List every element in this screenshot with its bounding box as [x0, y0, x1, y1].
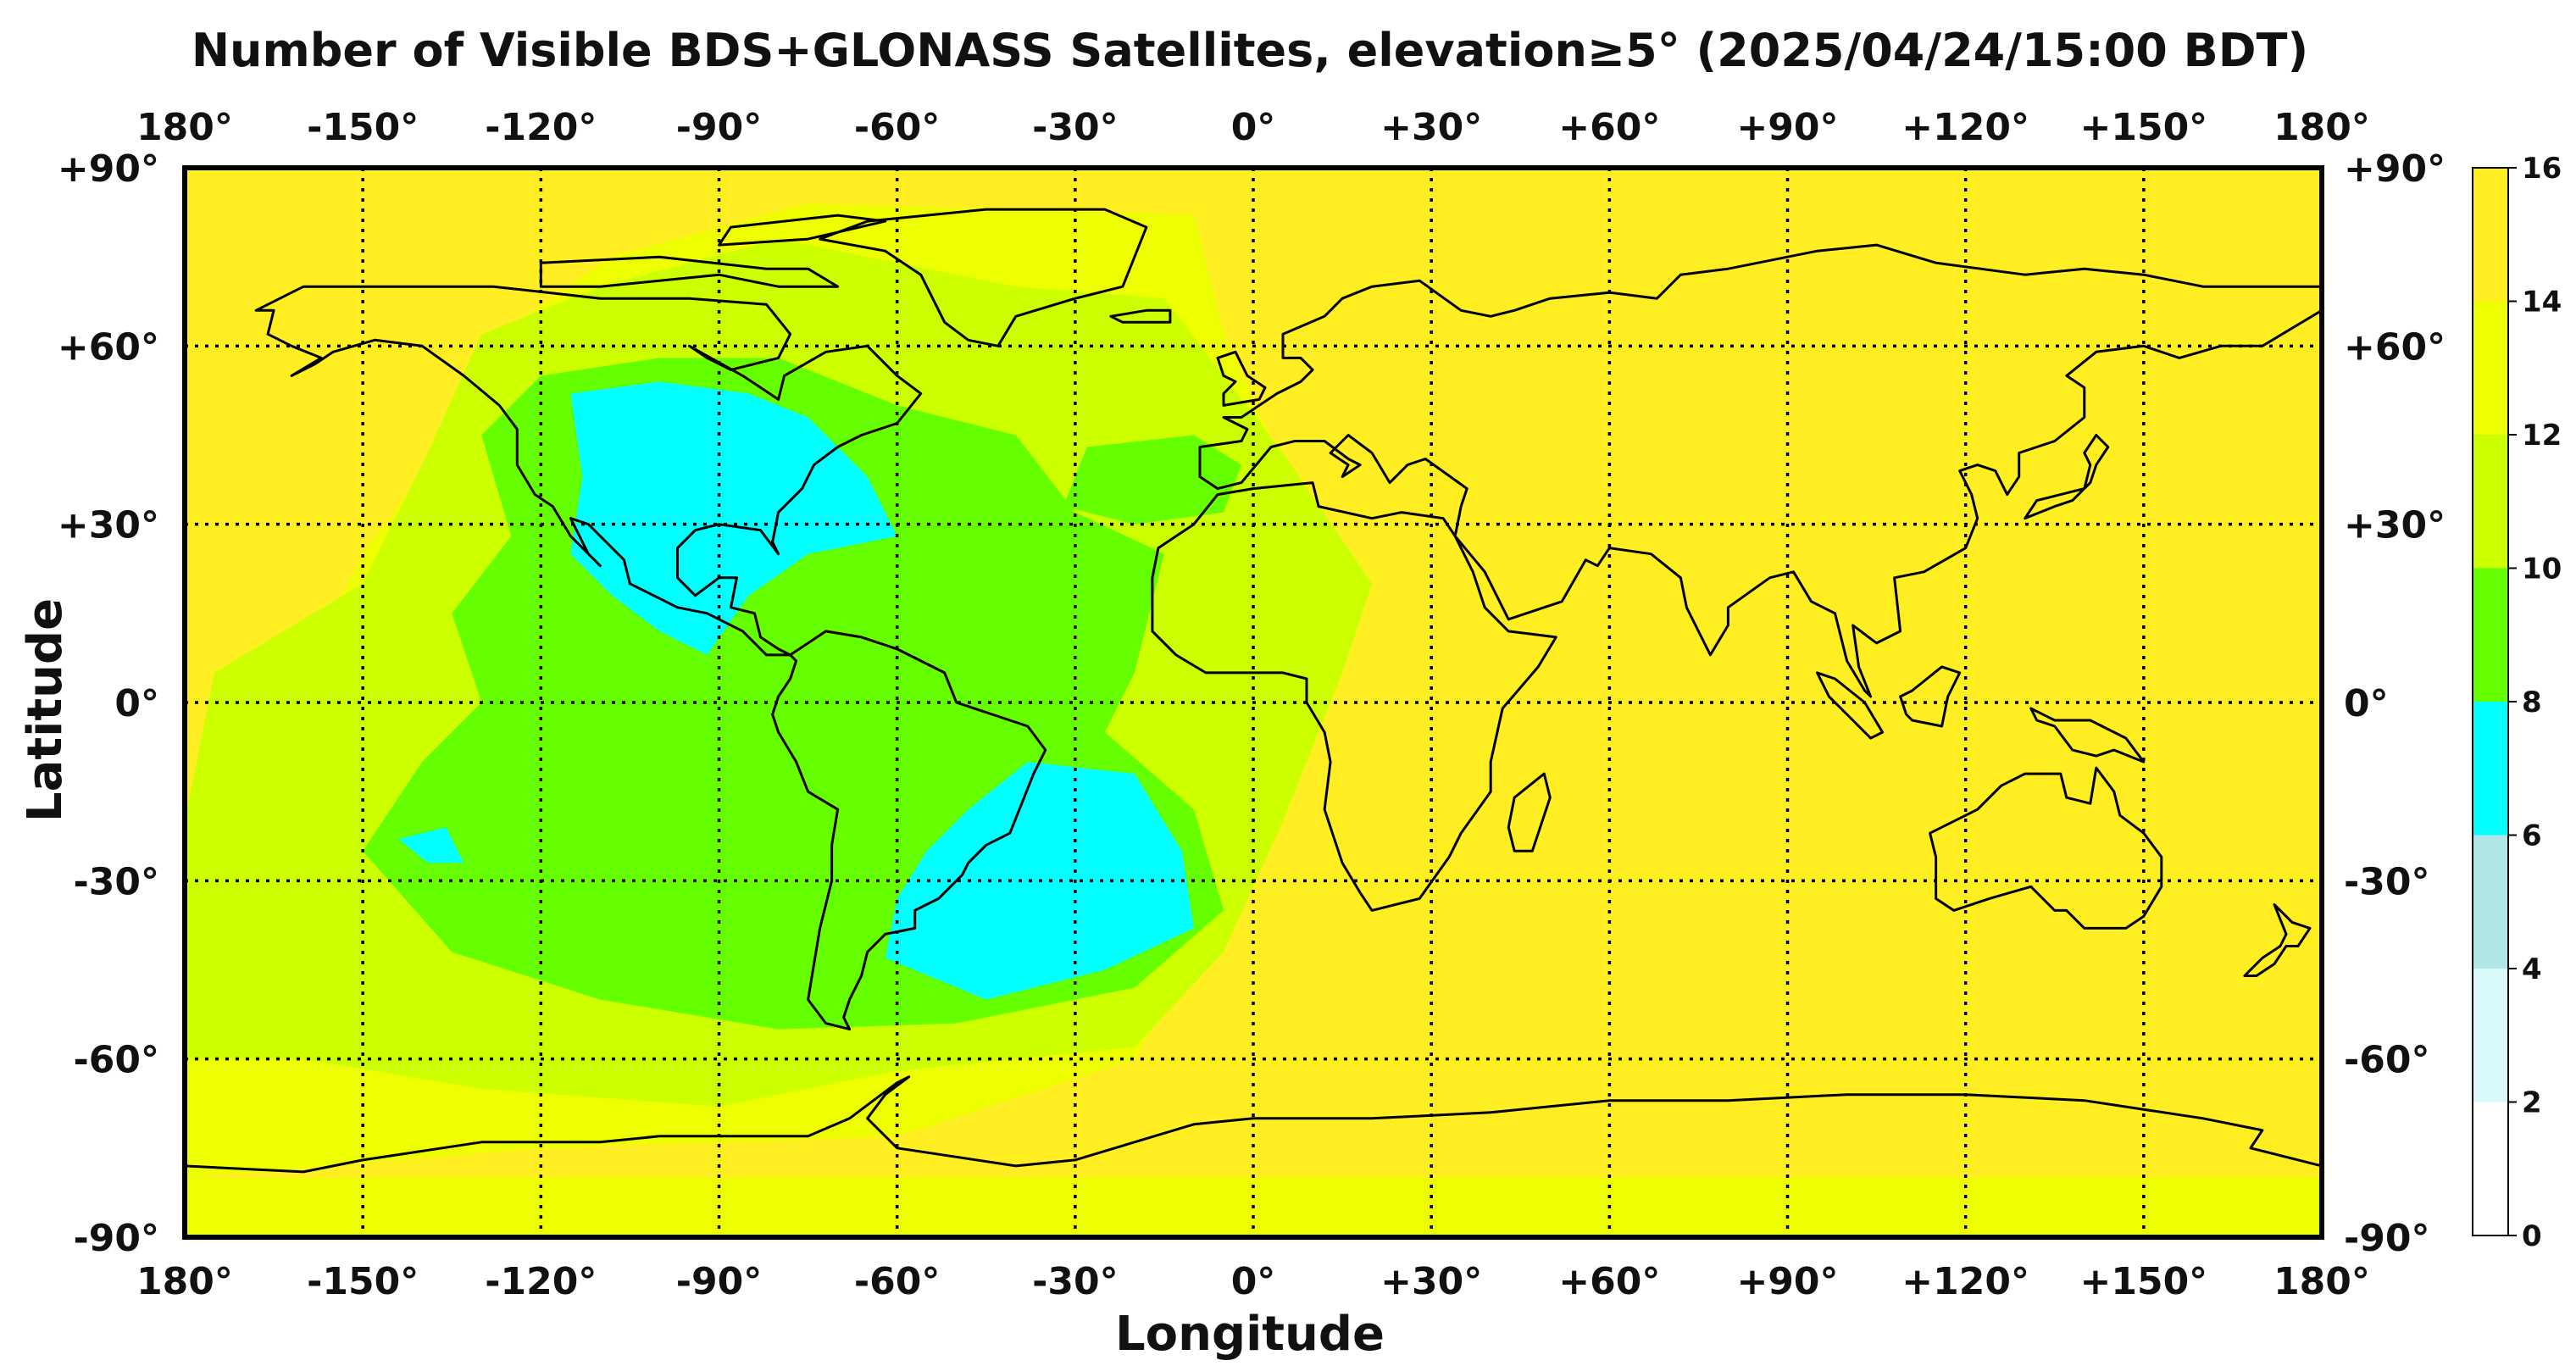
longitude-tick-label: +30°	[1380, 106, 1482, 149]
latitude-tick-label: +90°	[2344, 147, 2446, 191]
coast-sumatra	[1816, 671, 1885, 740]
latitude-tick-label: +90°	[58, 147, 159, 191]
colorbar-tick-label: 16	[2522, 152, 2562, 186]
longitude-ticks-top: 180° -150° -120° -90° -60° -30° 0° +30° +60° +90°…	[136, 106, 2370, 149]
longitude-tick-label: -60°	[854, 1260, 941, 1303]
map-frame	[182, 165, 2324, 1240]
latitude-tick-label: +60°	[2344, 325, 2446, 369]
colorbar-tick-label: 6	[2522, 819, 2542, 853]
coast-africa	[1151, 481, 1557, 912]
longitude-tick-label: +60°	[1558, 106, 1660, 149]
latitude-tick-label: +30°	[2344, 504, 2446, 547]
coast-south-america	[771, 630, 1047, 1031]
y-axis-label: Latitude	[18, 598, 73, 822]
colorbar-segment	[2473, 435, 2508, 569]
latitude-tick-label: +30°	[58, 504, 159, 547]
visibility-field	[185, 203, 2322, 1237]
coastlines	[183, 208, 2323, 1174]
colorbar-segment	[2473, 568, 2508, 702]
coast-arctic-islands	[539, 255, 840, 288]
colorbar-tick-label: 4	[2522, 952, 2542, 986]
coast-antarctica	[183, 1075, 2323, 1174]
colorbar-tick-label: 12	[2522, 419, 2562, 453]
colorbar-tick-label: 10	[2522, 553, 2562, 586]
latitude-tick-label: 0°	[114, 682, 159, 725]
colorbar-segment	[2473, 835, 2508, 969]
longitude-tick-label: 0°	[1231, 106, 1276, 149]
coast-britain	[1216, 350, 1267, 407]
latitude-tick-label: -60°	[74, 1039, 160, 1082]
longitude-tick-label: 180°	[2273, 1260, 2370, 1303]
longitude-tick-label: +90°	[1736, 106, 1838, 149]
latitude-tick-label: -30°	[74, 860, 160, 903]
north-atlantic-low-patch	[1063, 435, 1241, 525]
coast-japan	[2024, 434, 2110, 520]
colorbar-segment	[2473, 702, 2508, 836]
latitude-tick-label: -90°	[74, 1217, 160, 1260]
colorbar: 0 2 4 6 8 10 12 14 16	[2472, 152, 2562, 1253]
longitude-tick-label: 180°	[136, 106, 233, 149]
colorbar-tick-label: 14	[2522, 286, 2562, 319]
latitude-tick-label: 0°	[2344, 682, 2389, 725]
longitude-tick-label: -60°	[854, 106, 941, 149]
latitude-tick-label: -90°	[2344, 1217, 2430, 1260]
longitude-tick-label: -120°	[485, 106, 597, 149]
longitude-tick-label: 180°	[136, 1260, 233, 1303]
latitude-ticks-left: +90° +60° +30° 0° -30° -60° -90°	[58, 147, 159, 1260]
latitude-ticks-right: +90° +60° +30° 0° -30° -60° -90°	[2344, 147, 2446, 1260]
x-axis-label: Longitude	[1115, 1307, 1385, 1362]
latitude-tick-label: -60°	[2344, 1039, 2430, 1082]
longitude-tick-label: +150°	[2079, 1260, 2207, 1303]
longitude-tick-label: -30°	[1032, 1260, 1119, 1303]
longitude-tick-label: -90°	[676, 1260, 763, 1303]
coast-borneo	[1899, 665, 1962, 728]
colorbar-segment	[2473, 969, 2508, 1102]
longitude-tick-label: +60°	[1558, 1260, 1660, 1303]
map-title: Number of Visible BDS+GLONASS Satellites…	[192, 24, 2308, 77]
pacific-cyan-patch	[398, 827, 464, 863]
longitude-tick-label: +120°	[1901, 1260, 2029, 1303]
coast-greenland	[819, 208, 1148, 347]
coast-new-zealand	[2243, 902, 2312, 977]
longitude-tick-label: 0°	[1231, 1260, 1276, 1303]
longitude-tick-label: -30°	[1032, 106, 1119, 149]
longitude-tick-label: +90°	[1736, 1260, 1838, 1303]
colorbar-segment	[2473, 301, 2508, 435]
gridlines	[185, 168, 2322, 1237]
longitude-tick-label: -120°	[485, 1260, 597, 1303]
coast-iceland	[1109, 308, 1172, 324]
longitude-tick-label: -150°	[307, 106, 419, 149]
longitude-tick-label: -90°	[676, 106, 763, 149]
coast-new-guinea	[2029, 707, 2146, 764]
longitude-tick-label: +120°	[1901, 106, 2029, 149]
longitude-tick-label: 180°	[2273, 106, 2370, 149]
latitude-tick-label: -30°	[2344, 860, 2430, 903]
colorbar-segment	[2473, 1102, 2508, 1236]
longitude-tick-label: +30°	[1380, 1260, 1482, 1303]
colorbar-tick-label: 8	[2522, 686, 2542, 719]
longitude-tick-label: +150°	[2079, 106, 2207, 149]
map-panel	[182, 165, 2324, 1240]
coast-eurasia	[1198, 243, 2323, 698]
longitude-ticks-bottom: 180° -150° -120° -90° -60° -30° 0° +30° +60° +90°…	[136, 1260, 2370, 1303]
coast-baffin	[718, 214, 887, 247]
north-america-cyan-zone	[570, 381, 897, 655]
colorbar-segment	[2473, 168, 2508, 302]
longitude-tick-label: -150°	[307, 1260, 419, 1303]
colorbar-tick-label: 2	[2522, 1086, 2542, 1120]
latitude-tick-label: +60°	[58, 325, 159, 369]
coast-madagascar	[1507, 772, 1552, 852]
coast-australia	[1929, 766, 2163, 930]
colorbar-tick-label: 0	[2522, 1219, 2542, 1253]
